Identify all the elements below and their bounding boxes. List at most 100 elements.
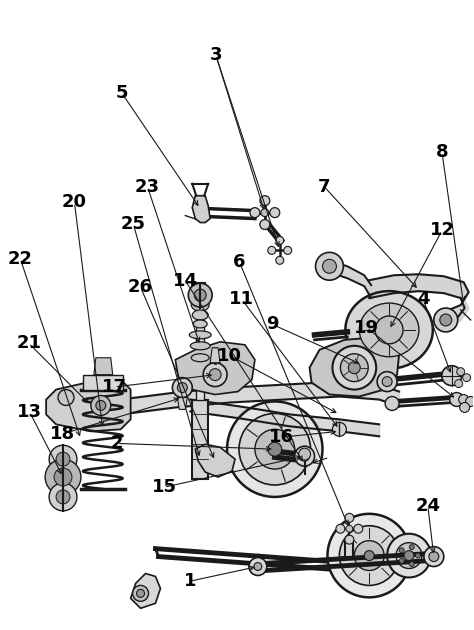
Polygon shape [192,399,208,479]
Circle shape [203,363,227,387]
Circle shape [54,468,72,486]
Circle shape [49,445,77,473]
Circle shape [442,365,462,386]
Text: 18: 18 [50,425,75,443]
Text: 21: 21 [16,334,41,352]
Circle shape [375,316,403,344]
Circle shape [137,590,145,597]
Text: 13: 13 [17,403,42,421]
Ellipse shape [189,331,211,339]
Text: 1: 1 [183,572,196,590]
Circle shape [346,525,353,532]
Circle shape [377,372,397,392]
Circle shape [261,209,269,217]
Circle shape [177,382,187,392]
Ellipse shape [190,342,210,350]
Circle shape [434,308,458,332]
Text: 15: 15 [152,478,176,496]
Circle shape [332,422,346,437]
Circle shape [227,401,322,497]
Circle shape [91,396,111,415]
Circle shape [459,394,469,404]
Text: 5: 5 [115,84,128,101]
Ellipse shape [193,320,207,328]
Circle shape [295,446,315,466]
Text: 14: 14 [173,272,198,290]
Circle shape [460,403,470,413]
Circle shape [385,396,399,410]
Circle shape [45,459,81,495]
Circle shape [409,544,414,549]
Text: 20: 20 [62,193,87,211]
Circle shape [354,524,363,533]
Text: 8: 8 [436,143,448,161]
Circle shape [415,553,420,558]
Text: 22: 22 [8,249,33,268]
Circle shape [49,483,77,511]
Circle shape [276,256,284,265]
Polygon shape [175,342,255,394]
Circle shape [56,490,70,504]
Circle shape [332,346,376,389]
Circle shape [457,368,465,375]
Circle shape [409,561,414,566]
Circle shape [345,536,354,544]
Text: 19: 19 [354,319,379,336]
Circle shape [429,552,439,561]
Circle shape [364,551,374,561]
Text: 17: 17 [102,378,127,396]
Circle shape [465,396,474,406]
Polygon shape [210,348,220,363]
Polygon shape [83,375,123,389]
Text: 3: 3 [210,46,222,64]
Circle shape [345,513,354,522]
Circle shape [424,547,444,566]
Circle shape [316,253,343,280]
Circle shape [450,392,464,406]
Circle shape [209,369,221,381]
Circle shape [404,551,414,561]
Circle shape [194,289,206,301]
Circle shape [96,401,106,410]
Circle shape [340,354,368,382]
Ellipse shape [191,354,209,362]
Circle shape [255,429,295,469]
Circle shape [299,448,310,460]
Text: 7: 7 [318,178,330,195]
Text: 12: 12 [429,222,455,239]
Ellipse shape [346,291,433,369]
Text: 6: 6 [233,253,246,271]
Polygon shape [177,398,187,410]
Circle shape [463,374,471,382]
Circle shape [387,534,431,578]
Circle shape [239,413,310,485]
Polygon shape [46,380,131,432]
Circle shape [173,377,192,398]
Circle shape [300,451,310,461]
Polygon shape [131,573,161,609]
Circle shape [339,526,399,585]
Circle shape [322,260,337,273]
Circle shape [270,208,280,217]
Text: 16: 16 [269,428,294,446]
Polygon shape [94,358,113,375]
Circle shape [188,284,212,307]
Polygon shape [195,444,235,477]
Circle shape [268,442,282,456]
Circle shape [354,541,384,571]
Polygon shape [196,320,204,399]
Text: 4: 4 [417,290,429,308]
Circle shape [440,314,452,326]
Ellipse shape [359,303,419,357]
Text: 23: 23 [135,178,160,195]
Text: 10: 10 [218,346,242,365]
Circle shape [276,236,284,244]
Polygon shape [310,338,399,396]
Circle shape [455,380,463,387]
Text: 11: 11 [229,290,254,308]
Circle shape [260,220,270,229]
Circle shape [348,362,360,374]
Circle shape [328,514,411,597]
Text: 26: 26 [128,278,153,296]
Circle shape [382,377,392,387]
